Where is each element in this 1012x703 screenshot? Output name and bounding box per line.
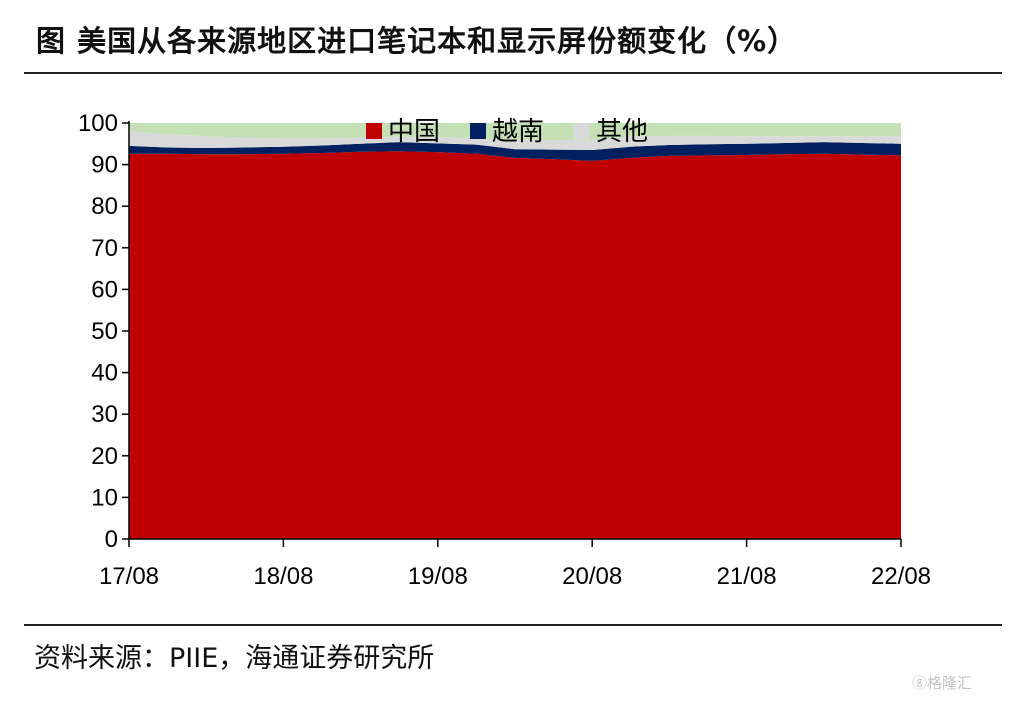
y-tick-label: 50: [91, 318, 118, 345]
watermark-logo: ⓖ格隆汇: [911, 674, 972, 692]
source-divider: [24, 624, 1002, 626]
area-series-group: [129, 123, 901, 540]
y-tick-label: 10: [91, 484, 118, 511]
legend-swatch: [366, 123, 382, 139]
y-tick-label: 80: [91, 193, 118, 220]
y-tick-label: 0: [105, 526, 118, 553]
area-series-3: [129, 123, 901, 141]
x-tick-label: 19/08: [408, 563, 468, 590]
area-series-0: [129, 151, 901, 540]
stacked-area-chart: 0 10 20 30 40 50 60 70 80 90 100 17/08 18/08 19/08 20/…: [78, 110, 931, 590]
y-tick-label: 30: [91, 401, 118, 428]
source-note: 资料来源：PIIE，海通证券研究所: [34, 643, 435, 674]
legend-label: 其他: [596, 117, 648, 147]
y-tick-label: 60: [91, 276, 118, 303]
x-tick-label: 21/08: [717, 563, 777, 590]
x-tick-label: 17/08: [99, 563, 159, 590]
title-divider: [24, 72, 1002, 74]
area-series-2: [129, 131, 901, 150]
y-tick-label: 20: [91, 443, 118, 470]
legend-label: 越南: [492, 117, 544, 147]
area-series-1: [129, 142, 901, 161]
y-tick-label: 40: [91, 360, 118, 387]
x-tick-label: 20/08: [562, 563, 622, 590]
chart-title: 图 美国从各来源地区进口笔记本和显示屏份额变化（%）: [36, 24, 798, 58]
legend-swatch: [470, 123, 486, 139]
y-tick-label: 90: [91, 152, 118, 179]
y-tick-label: 100: [78, 110, 118, 137]
legend: 中国 越南 其他: [366, 117, 648, 147]
legend-label: 中国: [388, 117, 440, 147]
x-tick-label: 22/08: [871, 563, 931, 590]
legend-swatch: [574, 123, 590, 139]
axes-group: 0 10 20 30 40 50 60 70 80 90 100 17/08 18/08 19/08 20/…: [78, 110, 931, 590]
x-tick-label: 18/08: [253, 563, 313, 590]
y-tick-label: 70: [91, 235, 118, 262]
